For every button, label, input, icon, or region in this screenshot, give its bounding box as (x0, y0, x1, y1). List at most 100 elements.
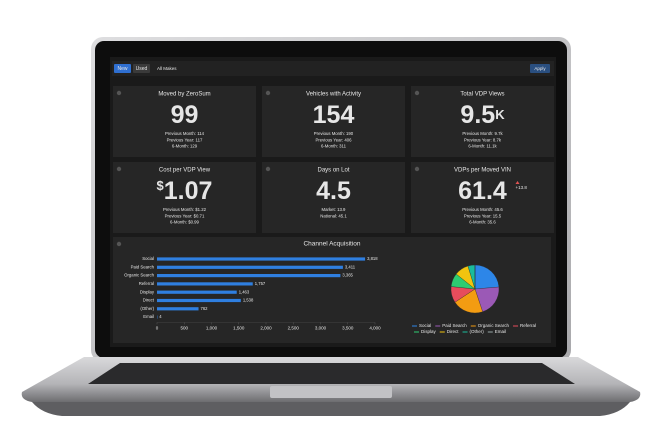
legend-label[interactable]: Social (419, 323, 431, 328)
card-bg (411, 162, 554, 233)
kpi-card: Vehicles with Activity 154 Previous Month:… (262, 86, 405, 157)
chart-card: Channel Acquisition 0 500 1,000 1,500 2,000 2,… (113, 237, 551, 343)
card-title: Moved by ZeroSum (158, 92, 210, 98)
card-detail: 6-Month: $0.99 (170, 220, 200, 225)
card-icon (116, 166, 122, 172)
card-detail: 6-Month: 311 (321, 144, 347, 149)
bar (157, 290, 237, 294)
make-filter[interactable]: All Makes (157, 66, 177, 71)
value-label: 3,365 (342, 273, 353, 278)
category-label: Social (142, 256, 154, 261)
card-title: VDPs per Moved VIN (454, 168, 511, 174)
value-number: 154 (313, 101, 355, 129)
card-icon (414, 90, 420, 96)
value-suffix: K (495, 107, 505, 122)
card-icon (265, 90, 271, 96)
card-detail: Previous Year: 15.5 (464, 213, 502, 218)
card-detail: Previous Month: 114 (165, 131, 205, 136)
value-label: 4 (159, 314, 162, 319)
x-tick-label: 4,000 (369, 326, 381, 331)
card-bg (411, 86, 554, 157)
value-label: 3,818 (367, 256, 378, 261)
card-value: 9.5K (460, 101, 505, 129)
value-label: 1,538 (243, 298, 254, 303)
card-value: 61.4 (458, 177, 507, 205)
x-tick-label: 3,000 (315, 326, 327, 331)
legend-label[interactable]: Referral (520, 323, 536, 328)
button-bg (114, 64, 131, 73)
dashboard: New Used All Makes Apply Moved by ZeroSum 99 P… (112, 61, 554, 343)
value-prefix: $ (157, 178, 165, 193)
card-detail: Previous Year: 406 (315, 137, 352, 142)
card-value: 4.5 (316, 177, 351, 205)
card-title: Cost per VDP View (159, 168, 211, 174)
card-title: Vehicles with Activity (306, 92, 361, 98)
keyboard (88, 363, 575, 384)
x-tick-label: 0 (156, 326, 159, 331)
card-bg (262, 162, 405, 233)
card-value: 99 (171, 101, 199, 129)
apply-button[interactable]: Apply (530, 64, 550, 73)
card-detail: 6-Month: 129 (172, 144, 198, 149)
legend-label[interactable]: Direct (447, 329, 460, 334)
card-value: 154 (313, 101, 355, 129)
card-detail: Previous Year: $0.71 (165, 213, 205, 218)
card-detail: Market: 13.9 (322, 207, 346, 212)
card-detail: National: 45.1 (320, 213, 347, 218)
x-tick-label: 2,000 (260, 326, 272, 331)
card-detail: 6-Month: 11.1k (468, 144, 497, 149)
legend-label[interactable]: Paid Search (442, 323, 467, 328)
value-number: 1.07 (164, 177, 213, 205)
card-title: Total VDP Views (460, 92, 504, 98)
card-detail: Previous Month: 190 (314, 131, 354, 136)
bar (157, 282, 253, 286)
value-label: 762 (201, 306, 209, 311)
category-label: Referral (139, 281, 154, 286)
legend-label[interactable]: Display (421, 329, 437, 334)
card-icon (414, 166, 420, 172)
x-tick-label: 500 (180, 326, 188, 331)
bar (157, 257, 366, 261)
x-tick-label: 1,000 (206, 326, 218, 331)
card-bg (113, 162, 256, 233)
bar (157, 265, 343, 269)
x-tick-label: 3,500 (342, 326, 354, 331)
value-number: 99 (171, 101, 199, 129)
category-label: Display (140, 289, 155, 294)
card-delta: +13.8 (516, 185, 528, 190)
x-tick-label: 1,500 (233, 326, 245, 331)
base-edge (32, 402, 630, 416)
category-label: Email (143, 314, 154, 319)
kpi-card: Moved by ZeroSum 99 Previous Month: 114Pre… (113, 86, 256, 157)
pie-slice (474, 264, 500, 290)
bar (157, 274, 341, 278)
legend-label[interactable]: (Other) (470, 329, 485, 334)
card-detail: 6-Month: 35.6 (469, 220, 496, 225)
button-label: Apply (534, 66, 546, 71)
card-detail: Previous Month: $1.22 (163, 207, 207, 212)
bar (157, 298, 241, 303)
card-detail: Previous Year: 8.7k (464, 137, 502, 142)
kpi-card: VDPs per Moved VIN 61.4 +13.8 Previous Mont… (411, 162, 554, 233)
card-detail: Previous Month: 45.6 (462, 207, 503, 212)
value-label: 1,757 (255, 281, 266, 286)
legend-label[interactable]: Email (495, 329, 506, 334)
value-number: 4.5 (316, 177, 351, 205)
card-icon (265, 166, 271, 172)
card-detail: Previous Month: 9.7k (462, 131, 503, 136)
legend-label[interactable]: Organic Search (478, 323, 510, 328)
category-label: Paid Search (131, 264, 155, 269)
filter-button[interactable]: New (114, 64, 131, 73)
toolbar (112, 61, 554, 76)
category-label: Organic Search (124, 273, 154, 278)
value-number: 61.4 (458, 177, 507, 205)
button-bg (133, 64, 150, 73)
value-label: 1,463 (239, 289, 250, 294)
button-label: New (117, 66, 127, 72)
value-label: 3,411 (345, 264, 356, 269)
card-bg (262, 86, 405, 157)
trackpad (270, 386, 392, 398)
filter-button[interactable]: Used (133, 64, 150, 73)
